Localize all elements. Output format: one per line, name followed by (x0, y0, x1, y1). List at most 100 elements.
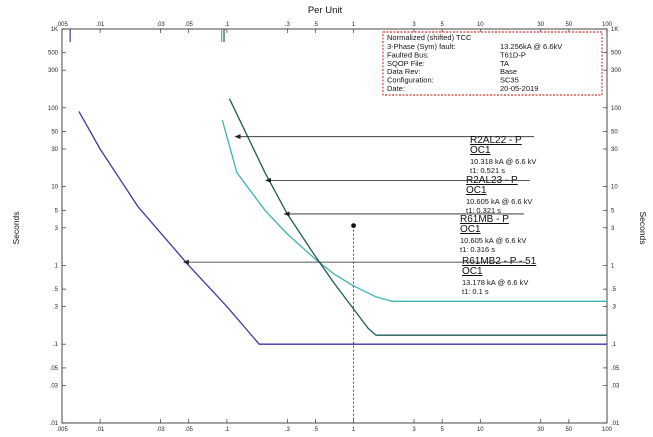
y-tick-label: .01 (50, 421, 59, 427)
x-tick-label: 1 (352, 427, 356, 433)
x-tick-label: .01 (96, 427, 105, 433)
relay-name: R61MB2 - P - 51 (462, 256, 537, 267)
x-tick-label-top: 5 (440, 22, 444, 28)
y-tick-label-right: 1 (611, 263, 615, 269)
y-tick-label-right: 10 (611, 185, 618, 191)
y-tick-label: .5 (53, 287, 59, 293)
info-label: Faulted Bus: (387, 50, 429, 59)
y-tick-label-right: .01 (611, 421, 620, 427)
x-tick-label-top: 50 (566, 22, 573, 28)
relay-current: 10.605 kA @ 6.6 kV (460, 236, 526, 245)
y-tick-label: .03 (50, 383, 59, 389)
x-tick-label: .05 (185, 427, 194, 433)
y-tick-label: 1K (51, 27, 58, 33)
relay-element: OC1 (460, 224, 481, 235)
info-label: 3-Phase (Sym) fault: (387, 42, 455, 51)
info-title: Normalized (shifted) TCC (387, 33, 472, 42)
y-tick-label: 10 (51, 185, 58, 191)
x-tick-label-top: 3 (412, 22, 416, 28)
relay-name: R61MB - P (460, 214, 509, 225)
x-tick-label-top: .3 (285, 22, 291, 28)
relay-name: R2AL22 - P (470, 135, 522, 146)
y-tick-label-right: 50 (611, 130, 618, 136)
annotation-arrowhead (234, 134, 241, 140)
info-label: SQOP File: (387, 59, 425, 68)
relay-time: t1: 0.321 s (466, 206, 501, 215)
x-tick-label: .1 (224, 427, 230, 433)
y-tick-label-right: 3 (611, 226, 615, 232)
y-tick-label: 30 (51, 147, 58, 153)
info-label: Date: (387, 84, 405, 93)
x-tick-label-top: .5 (313, 22, 319, 28)
relay-element: OC1 (470, 145, 491, 156)
x-tick-label: .005 (56, 427, 68, 433)
y-tick-label-right: 300 (611, 68, 622, 74)
x-tick-label-top: .005 (56, 22, 68, 28)
plot-area: .005.005.01.01.03.03.05.05.1.1.3.3.5.511… (48, 22, 622, 433)
y-tick-label-right: 1K (611, 27, 618, 33)
x-tick-label-top: .03 (156, 22, 165, 28)
y-tick-label: 500 (48, 51, 59, 57)
info-value: SC35 (500, 76, 519, 85)
x-tick-label-top: .1 (224, 22, 230, 28)
x-tick-label: 50 (566, 427, 573, 433)
tcc-curve (228, 98, 607, 336)
relay-current: 10.318 kA @ 6.6 kV (470, 157, 536, 166)
info-value: 13.256kA @ 6.6kV (500, 42, 562, 51)
info-value: TA (500, 59, 509, 68)
x-tick-label-top: 10 (477, 22, 484, 28)
y-tick-label-right: 500 (611, 51, 622, 57)
relay-name: R2AL23 - P (466, 175, 518, 186)
x-axis-title: Per Unit (308, 5, 343, 16)
x-tick-label-top: .01 (96, 22, 105, 28)
info-box-frame (382, 31, 603, 96)
y-tick-label-right: 100 (611, 106, 622, 112)
fault-marker (351, 223, 356, 228)
y-tick-label: .1 (53, 342, 59, 348)
y-tick-label-right: 30 (611, 147, 618, 153)
y-tick-label-right: .03 (611, 383, 620, 389)
y-tick-label: 3 (55, 226, 59, 232)
y-axis-title-left: Seconds (11, 211, 21, 244)
x-tick-label: .3 (285, 427, 291, 433)
x-tick-label: 100 (602, 427, 613, 433)
x-tick-label: .5 (313, 427, 319, 433)
tcc-curve (78, 111, 607, 345)
y-tick-label: 300 (48, 68, 59, 74)
y-tick-label-right: .1 (611, 342, 617, 348)
relay-current: 13.178 kA @ 6.6 kV (462, 278, 528, 287)
x-tick-label-top: 1 (352, 22, 356, 28)
annotation-arrowhead (182, 259, 189, 265)
tcc-curve (221, 119, 607, 302)
y-tick-label: 100 (48, 106, 59, 112)
relay-element: OC1 (462, 266, 483, 277)
info-value: Base (500, 67, 517, 76)
annotation-arrowhead (283, 211, 290, 217)
y-tick-label: .3 (53, 305, 59, 311)
info-value: T61D-P (500, 50, 526, 59)
y-tick-label-right: .05 (611, 366, 620, 372)
x-tick-label: 30 (537, 427, 544, 433)
y-tick-label: 5 (55, 208, 59, 214)
relay-time: t1: 0.316 s (460, 245, 495, 254)
annotation-arrowhead (265, 177, 272, 183)
y-tick-label-right: .3 (611, 305, 617, 311)
relay-time: t1: 0.1 s (462, 287, 489, 296)
relay-current: 10.605 kA @ 6.6 kV (466, 197, 532, 206)
x-tick-label-top: .05 (185, 22, 194, 28)
relay-time: t1: 0.521 s (470, 166, 505, 175)
curves (69, 29, 607, 423)
info-value: 20-05-2019 (500, 84, 538, 93)
x-tick-label: 10 (477, 427, 484, 433)
x-tick-label: .03 (156, 427, 165, 433)
plot-frame (61, 28, 608, 424)
x-tick-label-top: 30 (537, 22, 544, 28)
y-tick-label: 1 (55, 263, 59, 269)
y-tick-label: .05 (50, 366, 59, 372)
y-tick-label: 50 (51, 130, 58, 136)
info-label: Configuration: (387, 76, 434, 85)
info-label: Data Rev: (387, 67, 420, 76)
